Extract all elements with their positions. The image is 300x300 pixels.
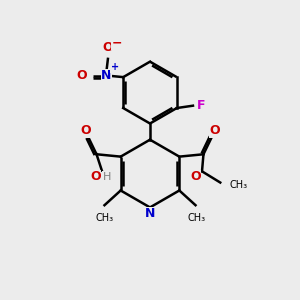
Text: O: O [76,69,87,82]
Text: F: F [197,99,206,112]
Text: N: N [101,69,112,82]
Text: O: O [80,124,91,137]
Text: CH₃: CH₃ [95,213,113,223]
Text: CH₃: CH₃ [188,213,206,223]
Text: −: − [112,37,123,50]
Text: O: O [103,41,113,55]
Text: methyl: methyl [100,213,105,214]
Text: H: H [103,172,111,182]
Text: O: O [90,170,101,183]
Text: +: + [111,62,119,72]
Text: O: O [190,170,201,183]
Text: O: O [209,124,220,137]
Text: methyl: methyl [100,213,105,214]
Text: CH₃: CH₃ [230,180,248,190]
Text: N: N [145,207,155,220]
